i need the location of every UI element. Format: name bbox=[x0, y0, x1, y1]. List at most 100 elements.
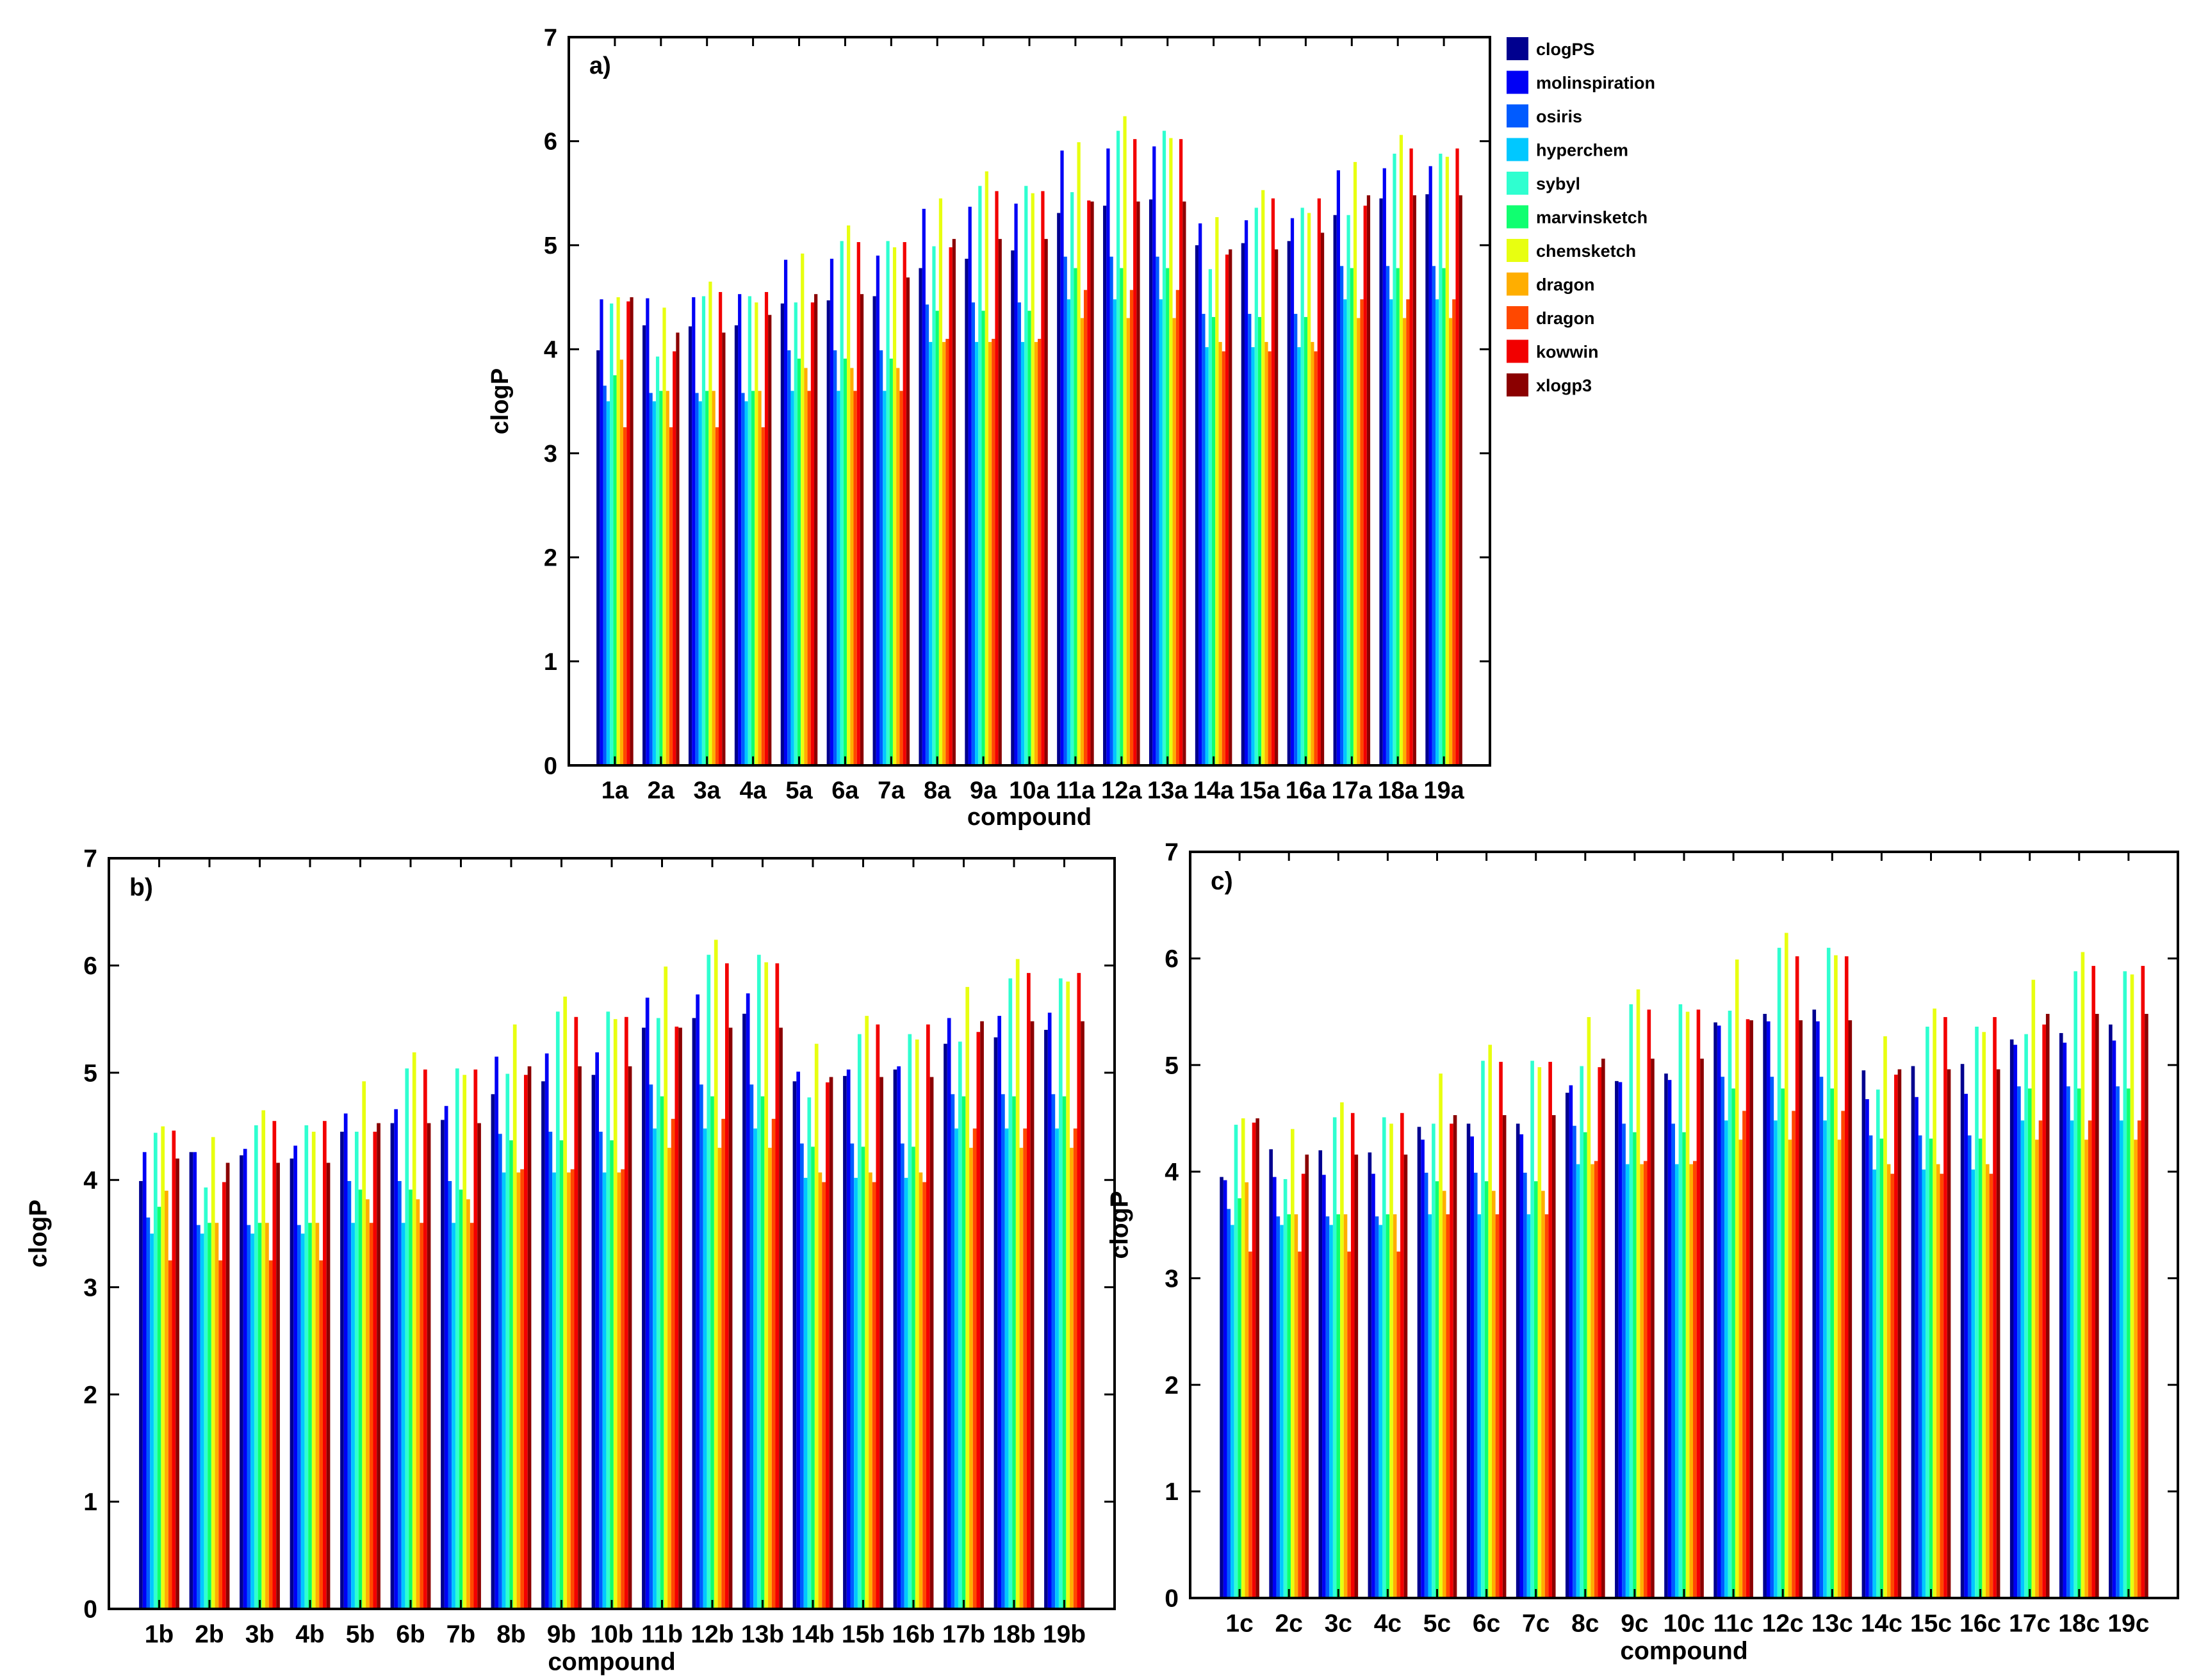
bar-15a-s1 bbox=[1244, 220, 1248, 765]
bar-18b-s7 bbox=[1019, 1148, 1024, 1609]
bar-4b-s3 bbox=[300, 1234, 305, 1609]
bar-5c-s9 bbox=[1450, 1123, 1453, 1598]
bar-18c-s9 bbox=[2091, 966, 2096, 1598]
bar-19a-s7 bbox=[1448, 318, 1453, 765]
bar-6c-s9 bbox=[1499, 1061, 1503, 1598]
bar-19c-s0 bbox=[2109, 1024, 2113, 1598]
bar-9b-s5 bbox=[559, 1140, 564, 1609]
bar-18a-s4 bbox=[1393, 153, 1396, 766]
bar-11a-s10 bbox=[1090, 201, 1094, 765]
bar-14c-s0 bbox=[1861, 1070, 1866, 1598]
bar-8b-s3 bbox=[502, 1172, 506, 1609]
bar-17b-s2 bbox=[951, 1094, 955, 1609]
bar-10c-s6 bbox=[1685, 1011, 1690, 1598]
bar-18b-s1 bbox=[997, 1016, 1002, 1609]
bar-19a-s3 bbox=[1435, 299, 1439, 765]
bar-13a-s8 bbox=[1175, 290, 1179, 765]
bar-1a-s9 bbox=[626, 301, 630, 765]
bar-14a-s4 bbox=[1208, 269, 1212, 766]
x-tick-label: 17c bbox=[2009, 1610, 2050, 1638]
bar-4b-s5 bbox=[308, 1223, 312, 1609]
bar-10c-s9 bbox=[1696, 1009, 1701, 1598]
bar-3b-s0 bbox=[240, 1155, 243, 1609]
legend-label: marvinsketch bbox=[1536, 208, 1648, 227]
bar-1c-s8 bbox=[1248, 1252, 1252, 1598]
x-axis-label: compound bbox=[967, 804, 1092, 831]
x-tick-label: 13b bbox=[741, 1621, 784, 1649]
bar-15c-s8 bbox=[1940, 1173, 1944, 1598]
bar-9a-s0 bbox=[965, 258, 969, 766]
bar-9c-s3 bbox=[1625, 1164, 1630, 1598]
bar-5b-s2 bbox=[347, 1180, 352, 1609]
x-tick-label: 1a bbox=[601, 777, 629, 804]
y-tick-label: 1 bbox=[83, 1488, 97, 1516]
bar-19a-s0 bbox=[1425, 194, 1429, 765]
bar-4c-s10 bbox=[1403, 1154, 1408, 1598]
bar-15a-s7 bbox=[1264, 341, 1268, 765]
x-tick-label: 1b bbox=[145, 1621, 174, 1649]
bar-15a-s4 bbox=[1254, 208, 1258, 765]
x-tick-label: 13c bbox=[1812, 1610, 1853, 1638]
y-tick-label: 7 bbox=[1165, 839, 1179, 867]
bar-7a-s8 bbox=[899, 391, 903, 765]
bar-16c-s5 bbox=[1978, 1138, 1983, 1598]
bar-7a-s4 bbox=[886, 241, 890, 765]
bar-3c-s9 bbox=[1350, 1113, 1355, 1598]
bar-13a-s9 bbox=[1179, 139, 1183, 765]
bar-3a-s7 bbox=[712, 391, 716, 765]
bar-8b-s5 bbox=[509, 1140, 513, 1609]
x-tick-label: 4b bbox=[295, 1621, 325, 1649]
bar-2b-s3 bbox=[200, 1234, 204, 1609]
bar-5a-s3 bbox=[790, 391, 794, 765]
y-tick-label: 6 bbox=[1165, 945, 1179, 973]
bar-7b-s7 bbox=[466, 1199, 470, 1609]
bar-12c-s4 bbox=[1777, 947, 1781, 1598]
bar-8c-s2 bbox=[1573, 1125, 1576, 1598]
bar-10b-s3 bbox=[602, 1172, 607, 1609]
bar-11a-s1 bbox=[1060, 151, 1064, 766]
bar-6c-s7 bbox=[1492, 1191, 1496, 1598]
bar-10b-s1 bbox=[595, 1052, 600, 1609]
bar-11c-s6 bbox=[1735, 959, 1739, 1598]
bar-17a-s6 bbox=[1353, 161, 1357, 765]
bar-5a-s9 bbox=[810, 302, 815, 765]
legend-swatch bbox=[1507, 205, 1528, 229]
bar-10b-s10 bbox=[628, 1066, 632, 1609]
bar-10a-s10 bbox=[1044, 239, 1048, 765]
bar-1b-s9 bbox=[172, 1130, 176, 1609]
bar-11c-s7 bbox=[1738, 1139, 1743, 1598]
bar-12b-s2 bbox=[699, 1084, 703, 1609]
bar-8a-s4 bbox=[932, 246, 936, 766]
bar-17b-s0 bbox=[944, 1043, 947, 1609]
bar-1b-s7 bbox=[165, 1191, 168, 1609]
bar-2a-s3 bbox=[652, 401, 656, 765]
bar-4c-s1 bbox=[1371, 1173, 1375, 1598]
x-tick-label: 7a bbox=[878, 777, 905, 804]
bar-2c-s9 bbox=[1301, 1173, 1305, 1598]
bar-1a-s6 bbox=[616, 297, 620, 765]
legend-label: molinspiration bbox=[1536, 74, 1655, 93]
bar-7b-s8 bbox=[470, 1223, 474, 1609]
y-axis-label: clogP bbox=[1106, 1191, 1134, 1259]
bar-14b-s8 bbox=[822, 1182, 826, 1609]
bar-19a-s1 bbox=[1428, 166, 1432, 765]
bar-17b-s3 bbox=[954, 1128, 958, 1609]
bar-4c-s8 bbox=[1396, 1252, 1401, 1598]
y-tick-label: 5 bbox=[544, 232, 557, 259]
bar-7c-s6 bbox=[1537, 1067, 1542, 1598]
bar-12c-s9 bbox=[1795, 956, 1799, 1598]
bar-8b-s6 bbox=[512, 1024, 517, 1609]
bar-19a-s8 bbox=[1452, 299, 1456, 765]
bar-10b-s4 bbox=[606, 1011, 610, 1609]
bar-13b-s3 bbox=[753, 1128, 757, 1609]
bar-2a-s5 bbox=[659, 391, 663, 765]
bar-4c-s9 bbox=[1400, 1113, 1404, 1598]
bar-14c-s9 bbox=[1894, 1074, 1898, 1598]
bar-2b-s0 bbox=[189, 1152, 193, 1609]
bar-14c-s5 bbox=[1879, 1138, 1884, 1598]
bar-19b-s7 bbox=[1070, 1148, 1074, 1609]
bar-11c-s0 bbox=[1714, 1022, 1717, 1598]
bar-6b-s3 bbox=[401, 1223, 405, 1609]
legend-swatch bbox=[1507, 172, 1528, 195]
bar-5c-s5 bbox=[1435, 1181, 1439, 1598]
